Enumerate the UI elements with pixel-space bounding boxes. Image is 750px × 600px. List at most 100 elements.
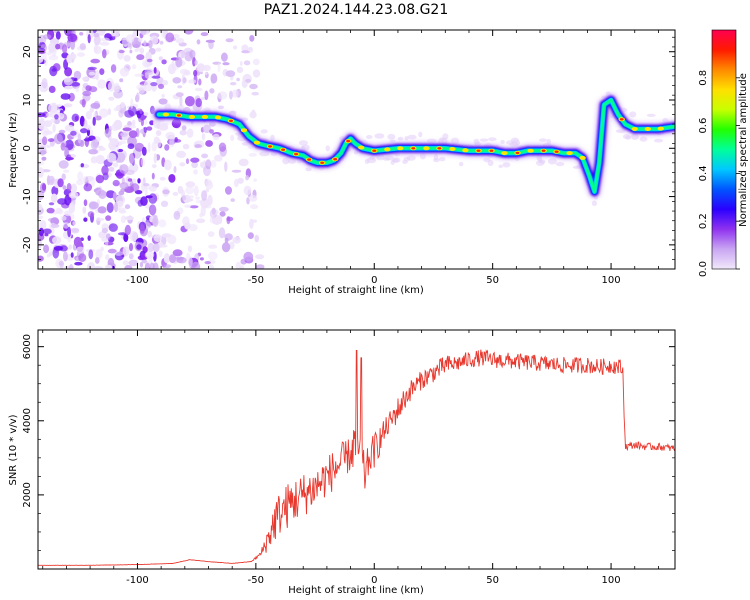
spectrogram-noise-blob [107,248,117,254]
spectrogram-noise-blob [229,90,233,100]
spectrogram-hotspot [423,146,430,151]
colorbar-tick-label: 0.6 [698,118,709,134]
spectrogram-noise-blob [120,132,128,138]
spectrogram-noise-blob [136,244,142,250]
spectrogram-noise-blob [40,182,47,194]
spectrogram-noise-blob [57,198,67,205]
spectrogram-halo-blob [397,136,404,141]
spectrogram-noise-blob [63,251,68,262]
spectrogram-noise-blob [144,119,148,125]
spectrogram-noise-blob [205,180,214,190]
spectrogram-noise-blob [157,83,165,89]
spectrogram-noise-blob [191,161,199,169]
spectrogram-noise-blob [99,68,105,75]
spectrogram-noise-blob [250,204,259,210]
spectrogram-noise-blob [77,171,84,182]
spectrogram-noise-blob [46,207,55,214]
spectrogram-y-tick-label: -10 [22,188,33,204]
spectrogram-noise-blob [144,261,151,269]
spectrogram-noise-blob [143,80,153,92]
spectrogram-noise-blob [60,142,66,151]
spectrogram-halo-blob [502,162,511,168]
spectrogram-halo-blob [639,136,648,142]
spectrogram-noise-blob [143,126,148,134]
spectrogram-noise-blob [76,179,84,186]
spectrogram-noise-blob [163,253,170,264]
spectrogram-noise-blob [41,78,48,89]
spectrogram-noise-blob [205,39,216,43]
spectrogram-noise-blob [131,119,136,126]
spectrogram-noise-blob [251,219,258,223]
spectrogram-noise-blob [167,63,176,75]
spectrogram-noise-blob [113,82,120,93]
spectrogram-hotspot [253,140,261,145]
spectrogram-halo-blob [488,137,497,142]
spectrogram-noise-blob [140,157,145,167]
spectrogram-peak [372,149,377,152]
spectrogram-noise-blob [63,169,70,173]
snr-x-tick-label: -50 [248,575,264,586]
spectrogram-noise-blob [232,236,241,244]
spectrogram-noise-blob [46,175,51,186]
spectrogram-noise-blob [48,55,59,61]
spectrogram-halo-blob [260,129,268,134]
spectrogram-noise-blob [157,242,164,246]
spectrogram-noise-blob [235,261,242,269]
spectrogram-noise-blob [136,54,145,61]
spectrogram-noise-blob [53,118,61,125]
spectrogram-noise-blob [193,169,198,175]
spectrogram-noise-blob [253,178,257,182]
spectrogram-noise-blob [160,122,169,127]
spectrogram-noise-blob [148,40,153,49]
spectrogram-halo-blob [403,157,411,162]
spectrogram-noise-blob [90,58,100,64]
spectrogram-hotspot [501,151,508,156]
spectrogram-noise-blob [63,103,73,108]
spectrogram-noise-blob [105,264,113,269]
spectrogram-noise-blob [124,110,134,118]
spectrogram-halo-blob [383,157,391,161]
spectrogram-halo-blob [230,110,237,115]
spectrogram-noise-blob [59,263,64,269]
spectrogram-noise-blob [193,185,199,197]
spectrogram-noise-blob [38,215,44,220]
spectrogram-halo-blob [305,167,312,172]
spectrogram-noise-blob [80,128,88,134]
spectrogram-halo-blob [498,164,503,168]
spectrogram-noise-blob [150,82,158,87]
spectrogram-noise-blob [179,95,183,107]
spectrogram-noise-blob [129,231,138,242]
spectrogram-noise-blob [204,72,208,75]
spectrogram-noise-blob [67,33,78,42]
spectrogram-noise-blob [120,101,126,109]
spectrogram-noise-blob [127,124,137,129]
spectrogram-noise-blob [80,163,85,168]
spectrogram-noise-blob [161,59,167,65]
spectrogram-noise-blob [71,228,80,234]
spectrogram-noise-blob [146,58,153,63]
spectrogram-noise-blob [38,146,47,156]
spectrogram-noise-blob [196,218,206,224]
spectrogram-noise-blob [130,183,140,192]
spectrogram-noise-blob [179,162,186,167]
spectrogram-noise-blob [201,153,209,159]
spectrogram-noise-blob [160,200,169,207]
colorbar-ticks: 0.0 0.2 0.4 0.6 0.8 [698,70,740,277]
spectrogram-noise-blob [128,253,134,260]
spectrogram-noise-blob [218,227,226,239]
spectrogram-noise-blob [204,90,209,101]
spectrogram-halo-blob [325,145,330,152]
spectrogram-noise-blob [122,37,129,47]
spectrogram-noise-blob [48,42,55,53]
spectrogram-frame [37,29,676,270]
spectrogram-noise-blob [114,251,124,256]
spectrogram-noise-blob [122,127,132,132]
spectrogram-halo-blob [418,131,423,138]
spectrogram-noise-blob [144,68,154,76]
spectrogram-x-tick-label: -50 [248,275,264,286]
colorbar-tick-label: 0.8 [698,70,709,86]
spectrogram-noise-blob [111,123,119,131]
spectrogram-noise-blob [243,185,252,196]
spectrogram-noise-blob [204,261,211,265]
spectrogram-noise-blob [188,224,198,232]
